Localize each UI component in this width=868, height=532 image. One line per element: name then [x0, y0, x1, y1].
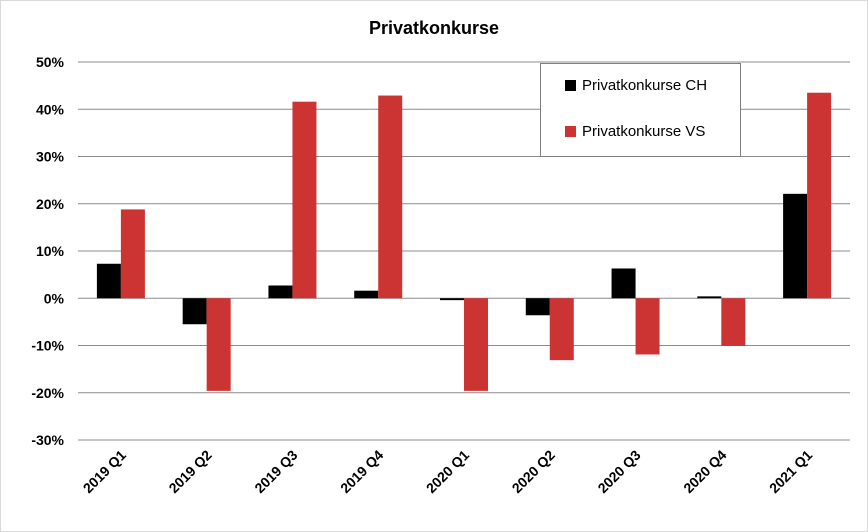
bar-ch: [611, 268, 636, 299]
x-tick-label: 2020 Q4: [680, 447, 729, 496]
y-tick-label: -30%: [31, 432, 64, 448]
y-tick-label: 0%: [44, 290, 65, 306]
x-tick-label: 2019 Q1: [80, 447, 129, 496]
x-tick-label: 2020 Q1: [423, 447, 472, 496]
bar-ch: [268, 285, 293, 299]
y-tick-label: 40%: [36, 101, 65, 117]
y-tick-label: -10%: [31, 338, 64, 354]
bar-ch: [783, 193, 808, 299]
x-tick-label: 2019 Q2: [165, 447, 214, 496]
y-tick-label: 50%: [36, 54, 65, 70]
x-tick-label: 2021 Q1: [766, 447, 815, 496]
y-tick-label: 30%: [36, 149, 65, 165]
bar-ch: [525, 298, 550, 316]
legend-item-vs: Privatkonkurse VS: [565, 123, 705, 140]
bar-ch: [354, 290, 379, 299]
bar-ch: [440, 298, 464, 301]
bar-vs: [635, 298, 660, 355]
y-tick-label: -20%: [31, 385, 64, 401]
bar-ch: [697, 296, 722, 299]
legend-item-ch: Privatkonkurse CH: [565, 77, 707, 94]
bar-vs: [378, 95, 403, 299]
x-tick-label: 2020 Q3: [594, 447, 643, 496]
x-tick-label: 2019 Q4: [337, 447, 386, 496]
y-tick-label: 20%: [36, 196, 65, 212]
legend: Privatkonkurse CH Privatkonkurse VS: [540, 63, 741, 157]
bar-vs: [206, 298, 231, 391]
legend-label-ch: Privatkonkurse CH: [582, 77, 708, 94]
x-tick-label: 2020 Q2: [509, 447, 558, 496]
chart-title: Privatkonkurse: [368, 18, 500, 38]
bar-vs: [807, 92, 832, 299]
bar-vs: [464, 298, 488, 391]
x-tick-label: 2019 Q3: [251, 447, 300, 496]
bar-vs: [292, 101, 317, 299]
legend-swatch-ch: [565, 80, 576, 91]
y-tick-label: 10%: [36, 243, 65, 259]
bar-vs: [549, 298, 574, 361]
bar-ch: [182, 298, 207, 325]
bar-vs: [120, 209, 145, 299]
legend-swatch-vs: [565, 126, 576, 137]
legend-label-vs: Privatkonkurse VS: [582, 123, 706, 140]
bar-vs: [721, 298, 746, 346]
bar-ch: [96, 263, 121, 299]
